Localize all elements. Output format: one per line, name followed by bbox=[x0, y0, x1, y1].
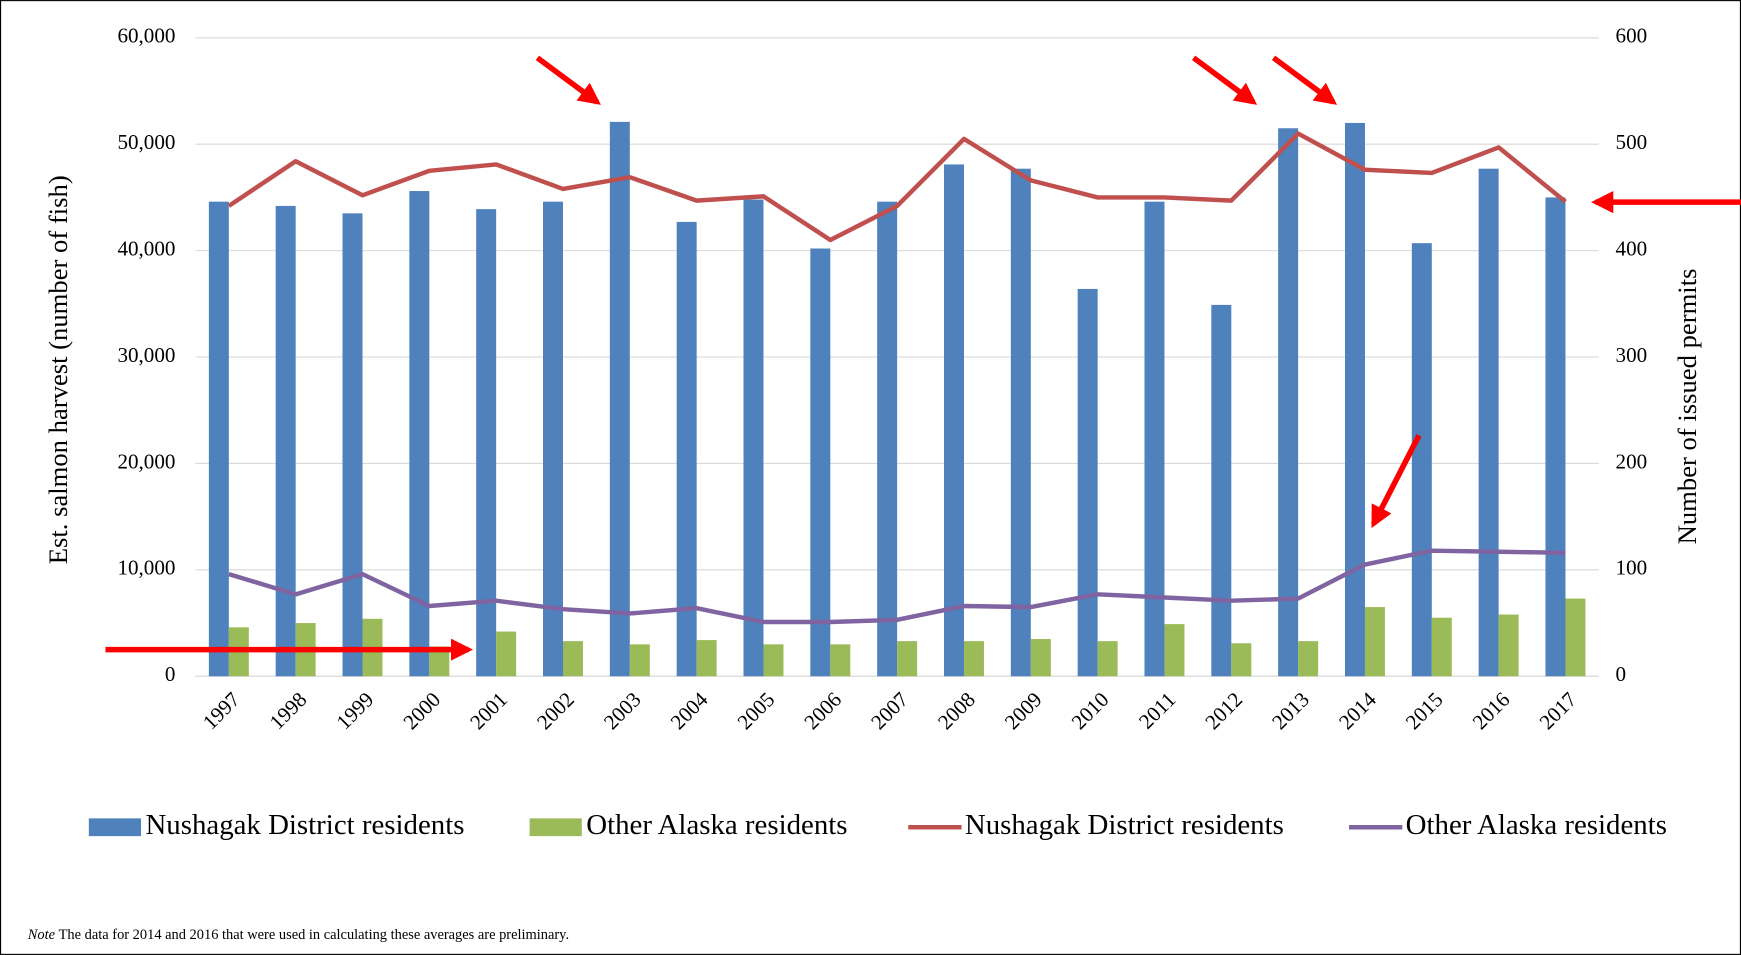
y2-tick-label: 400 bbox=[1616, 236, 1648, 260]
bar bbox=[1030, 639, 1051, 677]
bar bbox=[429, 646, 450, 677]
legend-label: Nushagak District residents bbox=[145, 809, 464, 841]
y-axis-title: Est. salmon harvest (number of fish) bbox=[43, 175, 73, 564]
bar bbox=[1298, 641, 1319, 677]
y2-tick-label: 600 bbox=[1616, 24, 1648, 48]
bar bbox=[208, 201, 229, 677]
bar bbox=[1278, 128, 1299, 677]
bar bbox=[696, 640, 717, 677]
y2-tick-label: 100 bbox=[1616, 556, 1648, 580]
bar bbox=[1364, 607, 1385, 677]
bar bbox=[676, 221, 697, 677]
y2-tick-label: 300 bbox=[1616, 343, 1648, 367]
y2-tick-label: 200 bbox=[1616, 449, 1648, 473]
legend-swatch bbox=[529, 818, 582, 837]
line bbox=[228, 548, 1566, 625]
bar bbox=[810, 248, 831, 677]
bar bbox=[877, 201, 898, 677]
arrow bbox=[1371, 434, 1422, 529]
note: Note The data for 2014 and 2016 that wer… bbox=[27, 927, 569, 943]
bar bbox=[1565, 598, 1586, 677]
bar bbox=[963, 641, 984, 677]
note-text: The data for 2014 and 2016 that were use… bbox=[59, 927, 569, 943]
legend-label: Other Alaska residents bbox=[586, 809, 847, 841]
y2-axis-title: Number of issued permits bbox=[1672, 269, 1702, 545]
bar bbox=[275, 205, 296, 677]
bar bbox=[496, 631, 517, 677]
arrow bbox=[535, 55, 601, 105]
bar bbox=[1211, 304, 1232, 677]
legend-label: Nushagak District residents bbox=[965, 809, 1284, 841]
plot: 0 10,000 20,000 30,000 40,000 50,000 60,000 0 10… bbox=[117, 24, 1647, 734]
bar bbox=[1077, 288, 1098, 677]
bar bbox=[342, 213, 363, 677]
bar bbox=[1344, 122, 1365, 677]
bar bbox=[1498, 614, 1519, 677]
note-label: Note bbox=[27, 927, 56, 943]
bar bbox=[830, 644, 851, 677]
y-tick-label: 50,000 bbox=[117, 130, 175, 154]
arrow bbox=[1191, 55, 1258, 105]
bar bbox=[743, 199, 764, 677]
bar bbox=[1411, 243, 1432, 677]
bar bbox=[1431, 617, 1452, 677]
y2-tick-label: 500 bbox=[1616, 130, 1648, 154]
y2-tick-label: 0 bbox=[1616, 662, 1627, 686]
bar bbox=[1097, 641, 1118, 677]
bar bbox=[1010, 168, 1031, 677]
bar bbox=[1164, 624, 1185, 677]
bar bbox=[543, 201, 563, 677]
bar bbox=[1545, 197, 1566, 677]
y-tick-label: 10,000 bbox=[117, 556, 175, 580]
annotations bbox=[105, 55, 1741, 661]
y-tick-label: 0 bbox=[165, 662, 176, 686]
bar bbox=[1144, 201, 1165, 677]
legend-label: Other Alaska residents bbox=[1406, 809, 1667, 841]
bar bbox=[629, 644, 650, 677]
y-tick-label: 60,000 bbox=[117, 24, 175, 48]
bar bbox=[409, 191, 430, 677]
bar bbox=[1231, 643, 1252, 677]
legend-swatch bbox=[88, 818, 142, 837]
bar bbox=[943, 164, 964, 677]
y-tick-label: 30,000 bbox=[117, 343, 175, 367]
bar bbox=[562, 641, 583, 677]
bar bbox=[763, 644, 784, 677]
y-tick-label: 20,000 bbox=[117, 449, 175, 473]
line bbox=[227, 131, 1567, 243]
bar bbox=[609, 121, 630, 677]
arrow bbox=[1271, 55, 1338, 105]
bar bbox=[1478, 168, 1499, 677]
bar bbox=[897, 641, 918, 677]
y-tick-label: 40,000 bbox=[117, 236, 175, 260]
bar bbox=[476, 209, 497, 677]
